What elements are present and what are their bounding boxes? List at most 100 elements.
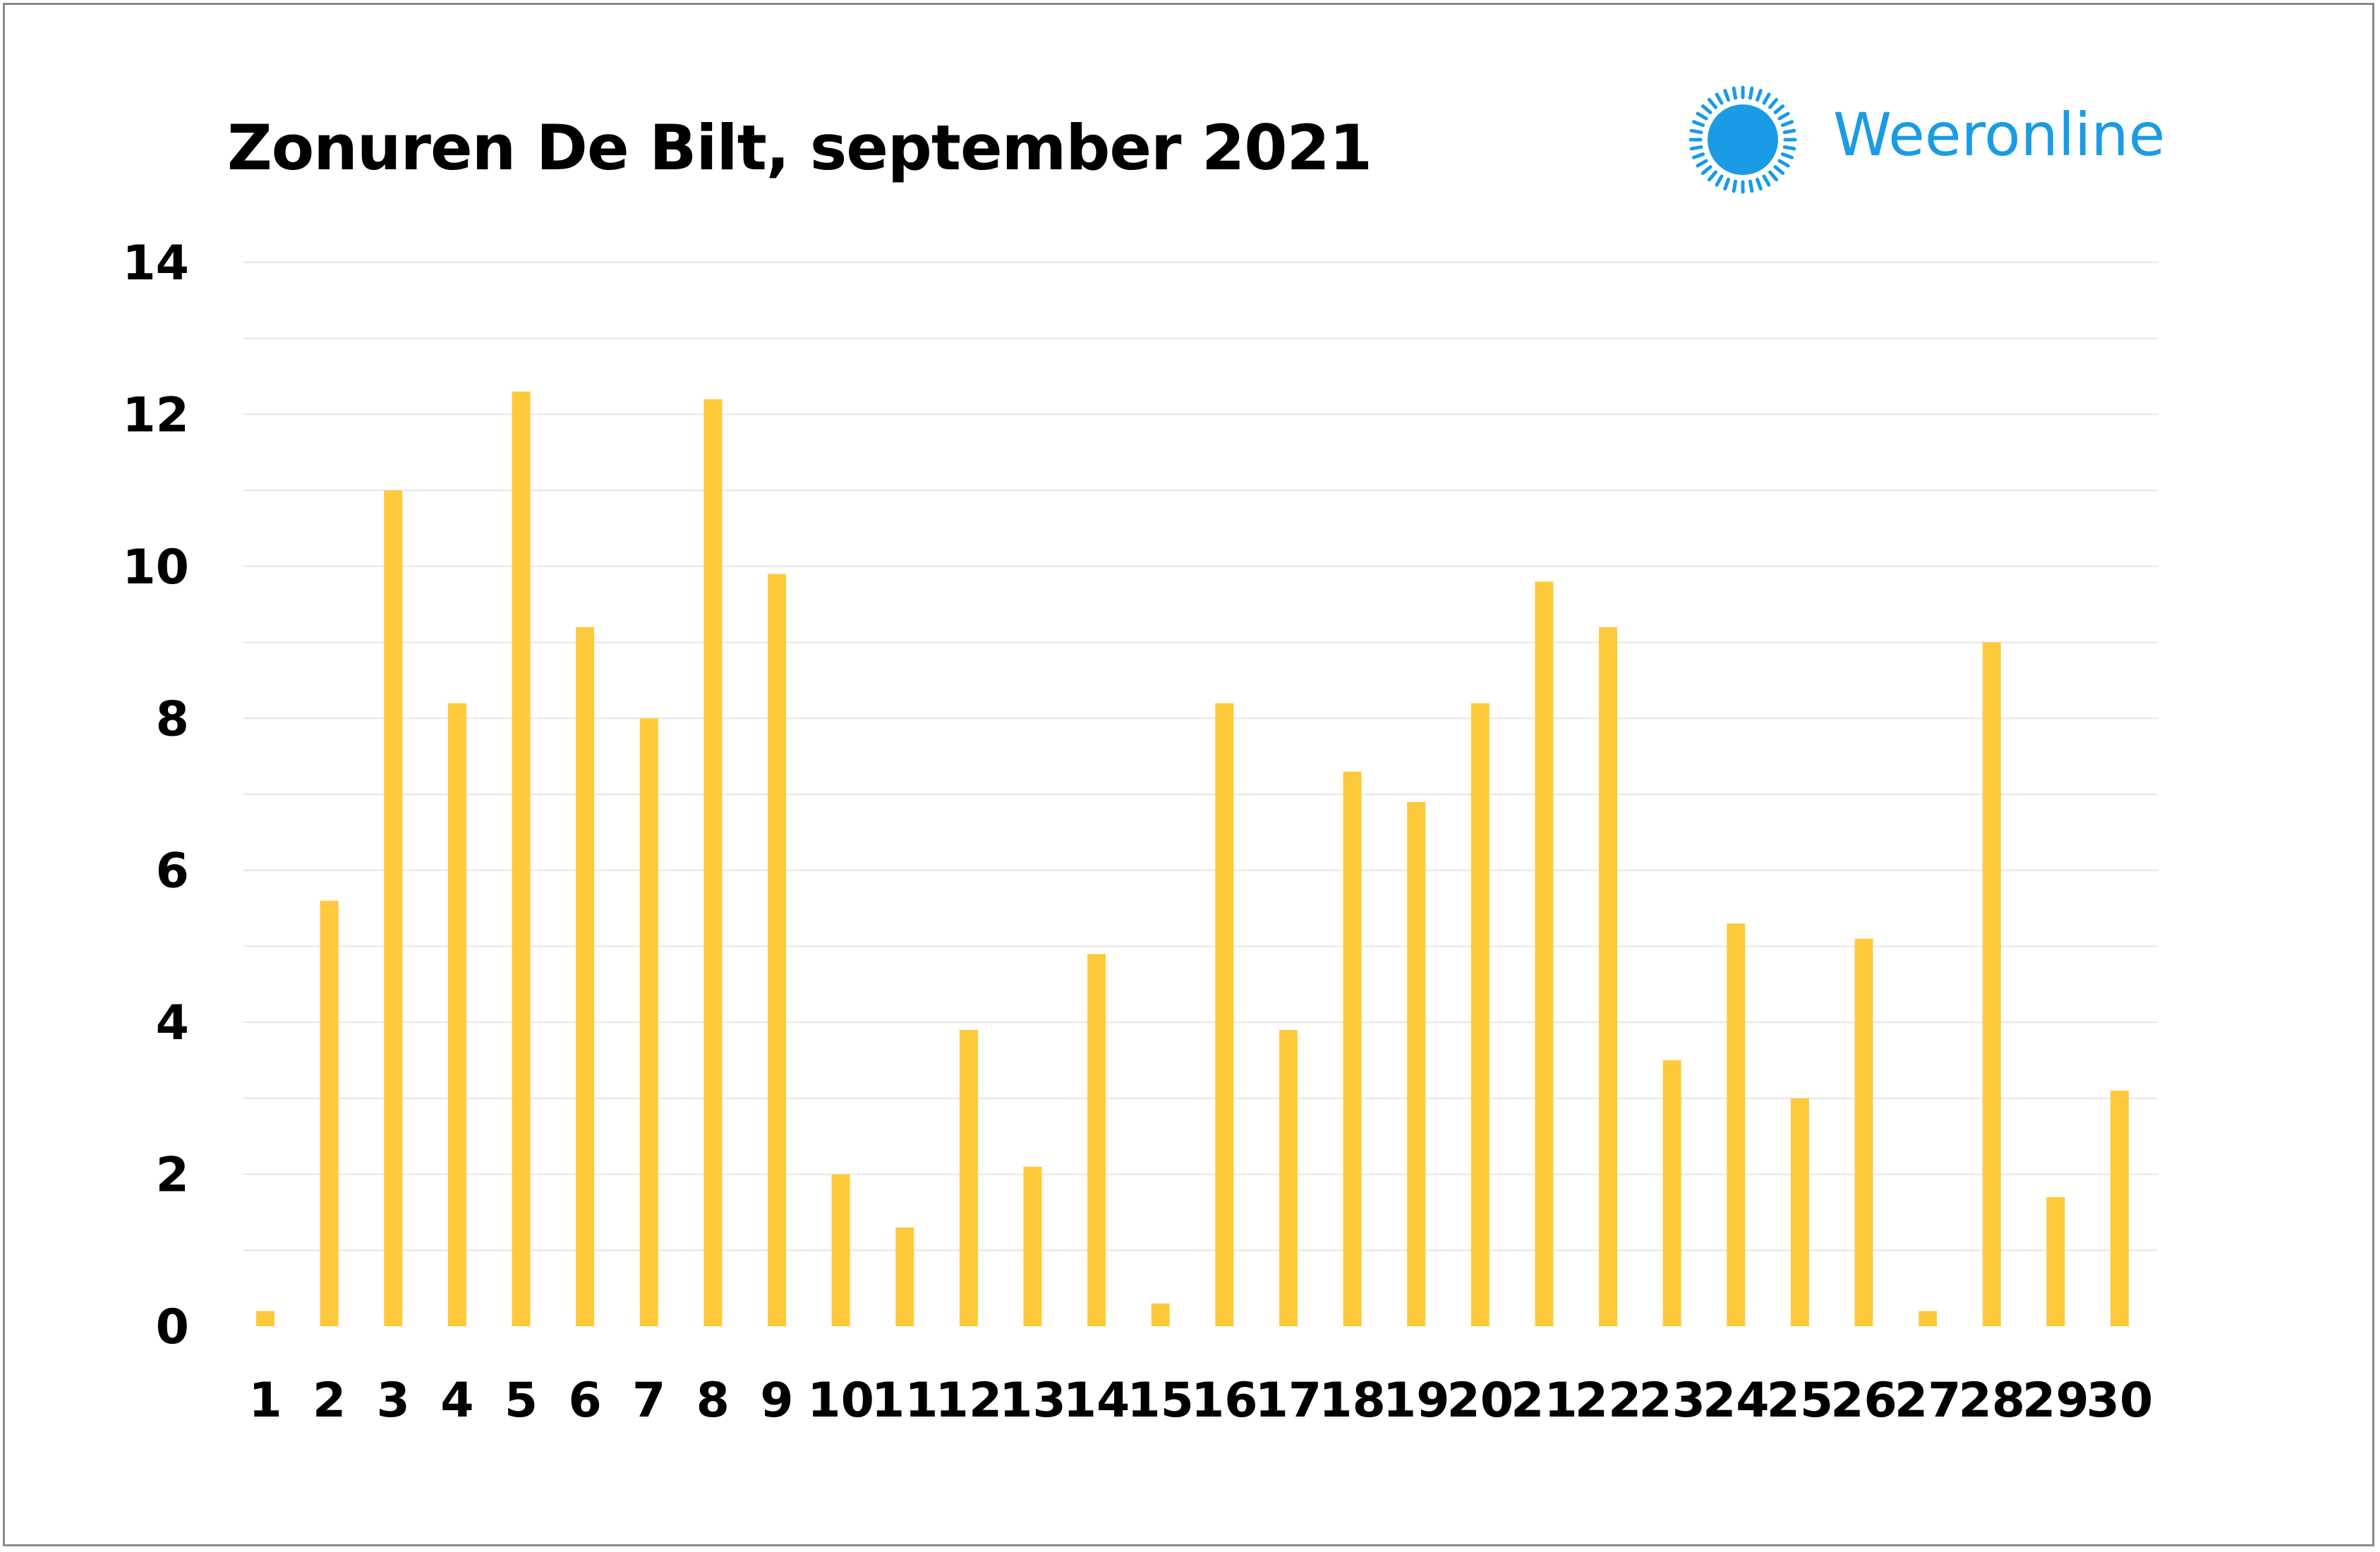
y-tick-label: 0 [156,1299,189,1355]
sun-ray [1689,128,1703,135]
sun-ray [1701,165,1712,176]
weeronline-logo [1689,85,1797,194]
bar-day-6 [576,627,595,1326]
x-tick-label: 5 [505,1373,538,1429]
x-tick-label: 13 [999,1373,1066,1429]
x-tick-label: 17 [1255,1373,1322,1429]
x-tick-label: 26 [1830,1373,1897,1429]
y-tick-label: 8 [156,691,189,747]
bar-day-13 [1023,1166,1042,1326]
sun-ray [1780,120,1794,127]
bar-day-19 [1407,801,1426,1326]
y-tick-label: 14 [122,236,189,291]
sun-ray [1748,179,1754,193]
bar-day-10 [831,1174,850,1326]
sun-ray [1732,179,1738,193]
bar-day-16 [1215,703,1234,1326]
x-tick-label: 11 [871,1373,938,1429]
y-axis-ticks: 0 2 4 6 8 10 12 14 [122,236,189,1355]
bar-day-11 [895,1227,914,1326]
sun-ray [1777,111,1790,121]
x-tick-label: 22 [1575,1373,1642,1429]
sun-ray [1689,145,1703,151]
sun-icon [1689,85,1797,194]
sun-ray [1715,174,1724,187]
x-tick-label: 4 [440,1373,473,1429]
bar-day-1 [256,1311,274,1326]
bar-day-27 [1919,1311,1938,1326]
bar-day-17 [1279,1029,1298,1326]
bar-day-9 [767,574,786,1326]
x-tick-label: 10 [807,1373,874,1429]
sun-ray [1773,165,1785,176]
x-tick-label: 30 [2086,1373,2154,1429]
sun-ray [1691,120,1705,127]
x-tick-label: 7 [632,1373,665,1429]
x-tick-label: 16 [1191,1373,1258,1429]
bar-day-15 [1151,1303,1170,1326]
sun-ray [1691,152,1705,159]
y-tick-label: 4 [156,995,189,1051]
bar-day-24 [1727,923,1746,1326]
x-tick-label: 18 [1319,1373,1386,1429]
bar-day-29 [2046,1196,2065,1326]
x-tick-label: 29 [2022,1373,2089,1429]
x-tick-label: 12 [936,1373,1003,1429]
x-tick-label: 20 [1446,1373,1514,1429]
bar-day-3 [384,490,403,1327]
sun-ray [1715,92,1724,105]
sun-ray [1748,86,1754,100]
sun-ray [1723,88,1730,102]
y-tick-label: 10 [122,540,189,595]
bar-day-23 [1662,1060,1681,1326]
x-tick-label: 2 [313,1373,346,1429]
sun-ray [1732,86,1738,100]
x-tick-label: 25 [1767,1373,1834,1429]
bar-day-12 [959,1029,978,1326]
sun-ray [1768,97,1779,109]
x-tick-label: 27 [1895,1373,1962,1429]
sun-ray [1707,97,1717,109]
bar-day-25 [1790,1098,1809,1326]
sun-ray [1780,152,1794,159]
bar-day-7 [639,718,658,1326]
bars [256,392,2129,1327]
x-tick-label: 6 [568,1373,601,1429]
bar-day-20 [1470,703,1490,1326]
y-tick-label: 6 [156,844,189,899]
brand-name: Weeronline [1833,100,2165,169]
bar-day-22 [1599,627,1618,1326]
x-tick-label: 1 [248,1373,282,1429]
gridlines [243,262,2158,1251]
x-tick-label: 23 [1638,1373,1705,1429]
x-tick-label: 15 [1127,1373,1194,1429]
sun-ray [1768,170,1779,182]
x-tick-label: 28 [1958,1373,2025,1429]
sun-ray [1723,177,1730,191]
x-tick-label: 3 [377,1373,410,1429]
x-tick-label: 9 [760,1373,793,1429]
sun-ray [1701,104,1712,114]
sun-ray [1696,111,1708,121]
chart-title: Zonuren De Bilt, september 2021 [227,111,1372,184]
sun-disc [1708,104,1778,175]
bar-day-14 [1087,954,1106,1326]
x-tick-label: 21 [1511,1373,1578,1429]
sun-ray [1777,159,1790,168]
x-tick-label: 19 [1383,1373,1450,1429]
bar-day-28 [1982,642,2001,1326]
bar-day-30 [2110,1091,2129,1326]
bar-day-26 [1854,938,1873,1326]
bar-day-18 [1343,771,1362,1326]
y-tick-label: 12 [122,387,189,443]
x-tick-label: 14 [1063,1373,1130,1429]
sun-ray [1773,104,1785,114]
x-tick-label: 8 [696,1373,730,1429]
x-axis-ticks: 1 2 3 4 5 6 7 8 9 1011121314151617181920212223242… [248,1373,2153,1429]
bar-day-4 [447,703,466,1326]
x-tick-label: 24 [1703,1373,1770,1429]
sun-ray [1756,88,1763,102]
sun-ray [1782,128,1796,135]
y-tick-label: 2 [156,1148,189,1204]
